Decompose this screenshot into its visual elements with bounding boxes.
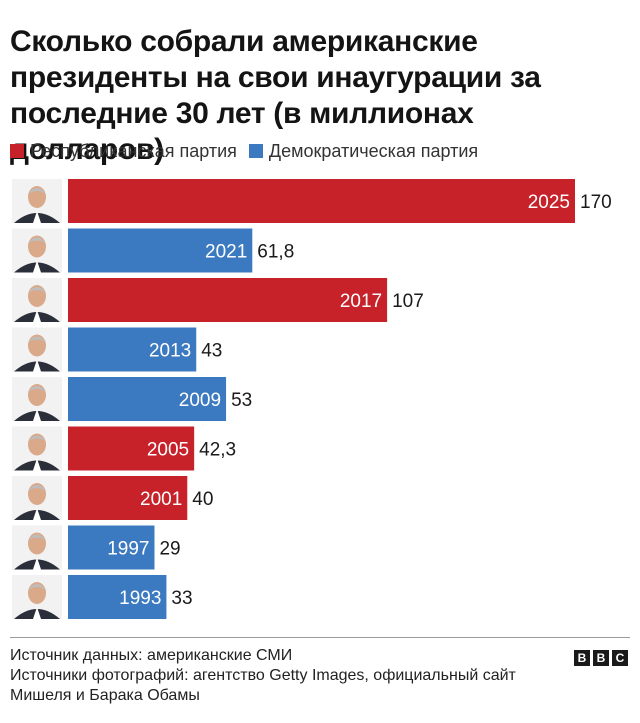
bar: [68, 377, 227, 421]
portrait-hair: [28, 237, 46, 244]
portrait-shirt: [33, 458, 41, 471]
bar-value-label: 61,8: [257, 242, 294, 263]
portrait-shirt: [33, 557, 41, 570]
legend-item-democratic: Демократическая партия: [248, 140, 479, 162]
president-portrait: [12, 278, 62, 322]
footer-divider: [10, 637, 630, 638]
president-portrait: [12, 327, 62, 372]
portrait-hair: [28, 485, 46, 491]
president-portrait: [12, 426, 62, 471]
bar-category-label: 2017: [340, 291, 382, 312]
president-portrait: [12, 476, 62, 520]
president-portrait: [12, 179, 62, 223]
bar: [68, 426, 195, 471]
bar-category-label: 2025: [528, 192, 570, 213]
bbc-logo-letter: B: [593, 650, 609, 666]
bar: [68, 228, 253, 273]
bar-category-label: 1993: [119, 588, 161, 609]
portrait-shirt: [33, 211, 41, 223]
portrait-hair: [28, 435, 46, 442]
bar: [68, 476, 188, 520]
portrait-hair: [28, 336, 46, 343]
portrait-shirt: [33, 607, 41, 619]
president-portrait: [12, 525, 62, 570]
bar-value-label: 107: [392, 291, 424, 312]
bar-value-label: 40: [192, 489, 213, 510]
bar-category-label: 2001: [140, 489, 182, 510]
bar-value-label: 43: [201, 341, 222, 362]
portrait-shirt: [33, 260, 41, 273]
bar-category-label: 2021: [205, 242, 247, 263]
legend-label-republican: Республиканская партия: [30, 140, 237, 161]
portrait-hair: [28, 386, 46, 392]
bar-value-label: 170: [580, 192, 612, 213]
bar: [68, 278, 388, 322]
president-portrait: [12, 377, 62, 421]
bar-category-label: 2009: [179, 390, 221, 411]
bar-category-label: 2013: [149, 341, 191, 362]
bar: [68, 179, 575, 223]
photo-source-note: Источники фотографий: агентство Getty Im…: [10, 667, 516, 704]
legend-swatch-democratic: [248, 144, 263, 158]
portrait-hair: [28, 287, 46, 293]
president-portrait: [12, 575, 62, 619]
bar-chart: 2025 170 2021 61,8 2017 107 2013 43 2009 53 2005 42…: [12, 179, 612, 619]
bbc-logo: B B C: [574, 650, 628, 666]
portrait-shirt: [33, 508, 41, 520]
bbc-logo-letter: C: [612, 650, 628, 666]
legend: Республиканская партия Демократическая п…: [10, 140, 490, 162]
bar-value-label: 42,3: [199, 440, 236, 461]
portrait-hair: [28, 584, 46, 590]
president-portrait: [12, 228, 62, 273]
bar-category-label: 2005: [147, 440, 189, 461]
portrait-shirt: [33, 409, 41, 421]
bar: [68, 525, 155, 570]
bar-value-label: 33: [171, 588, 192, 609]
portrait-shirt: [33, 310, 41, 322]
bar-value-label: 53: [231, 390, 252, 411]
portrait-shirt: [33, 359, 41, 372]
data-source-note: Источник данных: американские СМИ: [10, 647, 293, 664]
bar: [68, 327, 197, 372]
bar-category-label: 1997: [107, 539, 149, 560]
bbc-logo-letter: B: [574, 650, 590, 666]
bar: [68, 575, 167, 619]
footer: Источник данных: американские СМИ Источн…: [10, 646, 570, 706]
chart-title: Сколько собрали американские президенты …: [10, 25, 541, 166]
legend-swatch-republican: [10, 144, 24, 158]
legend-label-democratic: Демократическая партия: [268, 140, 479, 161]
legend-item-republican: Республиканская партия: [10, 141, 237, 162]
portrait-hair: [28, 534, 46, 541]
bar-value-label: 29: [159, 539, 180, 560]
portrait-hair: [28, 188, 46, 194]
